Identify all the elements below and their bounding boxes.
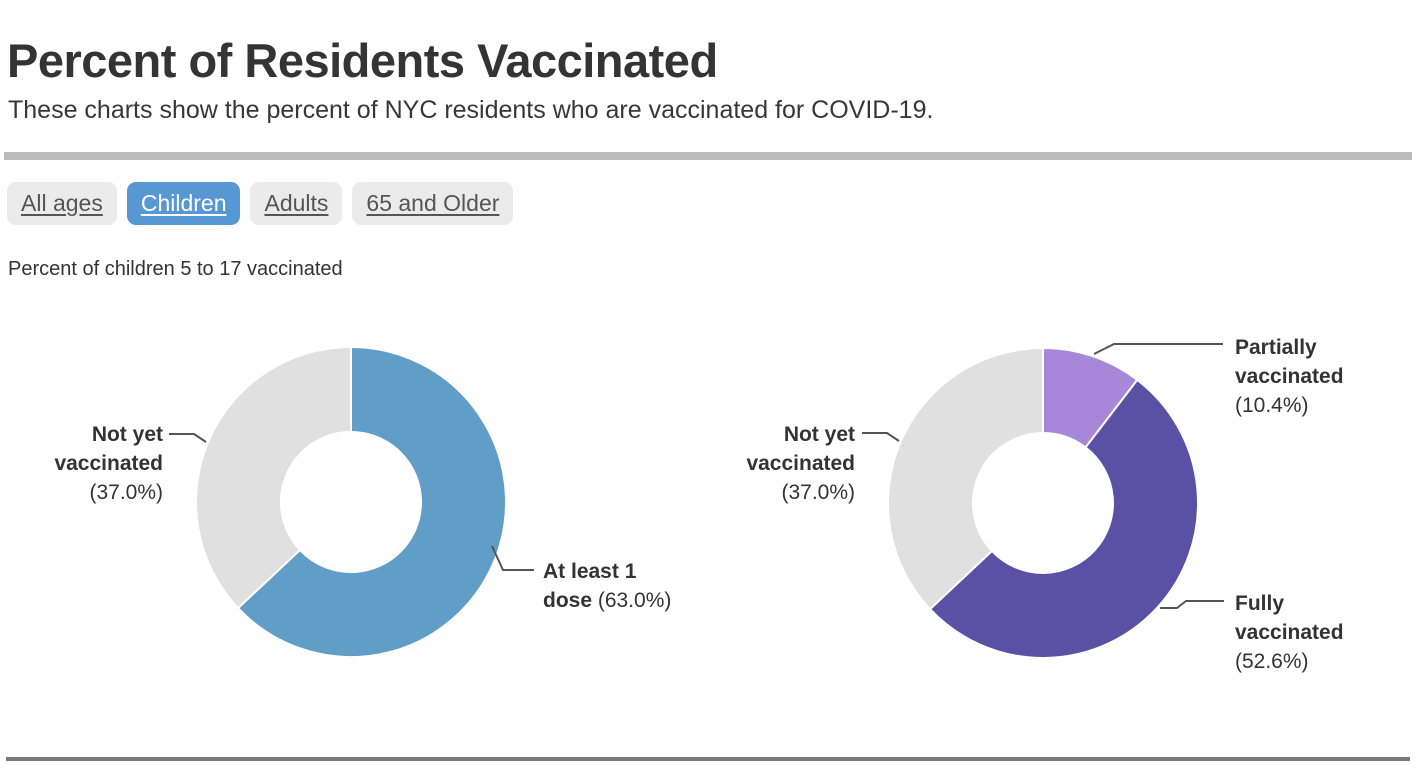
- donut-slice-not-yet-vaccinated: [887, 346, 1044, 611]
- label-line: Not yet: [783, 423, 855, 446]
- label-line: Not yet: [91, 423, 163, 446]
- label-line: At least 1: [543, 560, 637, 583]
- donut-chart-partial-full: [887, 346, 1200, 659]
- label-right-not-yet-vaccinated: Not yet vaccinated (37.0%): [710, 420, 855, 507]
- label-percent: (63.0%): [592, 589, 672, 612]
- label-line: vaccinated: [1235, 365, 1344, 388]
- label-line: vaccinated: [54, 452, 163, 475]
- label-line: dose (63.0%): [543, 586, 671, 615]
- label-line: Partially: [1235, 336, 1317, 359]
- donut-slice-fully-vaccinated: [928, 378, 1200, 659]
- tab-adults[interactable]: Adults: [250, 182, 343, 225]
- label-percent: (10.4%): [1235, 394, 1309, 417]
- tab-all-ages[interactable]: All ages: [7, 182, 117, 225]
- bottom-divider: [6, 757, 1410, 761]
- label-line: vaccinated: [1235, 621, 1344, 644]
- label-partially-vaccinated: Partially vaccinated (10.4%): [1235, 333, 1344, 420]
- donut-slice-not-yet-vaccinated: [195, 345, 352, 610]
- top-divider: [4, 152, 1412, 160]
- label-percent: (37.0%): [781, 481, 855, 504]
- tab-children[interactable]: Children: [126, 182, 241, 225]
- label-fully-vaccinated: Fully vaccinated (52.6%): [1235, 589, 1344, 676]
- label-line: vaccinated: [746, 452, 855, 475]
- label-left-not-yet-vaccinated: Not yet vaccinated (37.0%): [18, 420, 163, 507]
- donut-slice-at-least-1-dose: [236, 345, 507, 658]
- tab-65-and-older[interactable]: 65 and Older: [352, 182, 514, 225]
- donut-chart-at-least-1-dose: [195, 345, 507, 658]
- age-group-tabs: All ages Children Adults 65 and Older: [7, 182, 514, 225]
- page-subtitle: These charts show the percent of NYC res…: [8, 96, 934, 124]
- page-title: Percent of Residents Vaccinated: [7, 34, 718, 88]
- label-line: Fully: [1235, 592, 1285, 615]
- label-percent: (37.0%): [89, 481, 163, 504]
- label-at-least-1-dose: At least 1 dose (63.0%): [543, 557, 671, 615]
- chart-caption: Percent of children 5 to 17 vaccinated: [8, 258, 343, 280]
- label-percent: (52.6%): [1235, 650, 1309, 673]
- label-line-bold: dose: [543, 589, 593, 612]
